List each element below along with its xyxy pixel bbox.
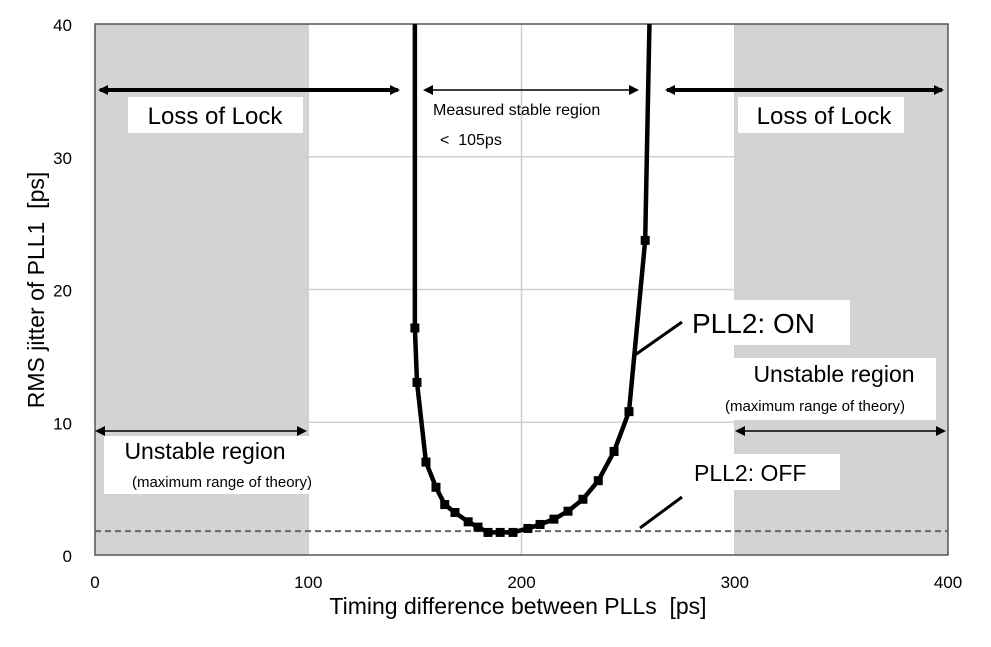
pll2-on-marker <box>421 457 431 467</box>
pll2-on-marker <box>593 476 603 486</box>
pll2-on-marker <box>640 235 650 245</box>
pll2-on-marker <box>412 377 422 387</box>
loss-right-box <box>738 97 904 133</box>
y-tick-label: 30 <box>53 149 72 168</box>
x-tick-label: 0 <box>90 573 99 592</box>
x-tick-label: 300 <box>721 573 749 592</box>
y-tick-label: 40 <box>53 16 72 35</box>
pll-on-leader <box>634 320 683 357</box>
unstable-left-box <box>104 436 340 494</box>
x-tick-label: 100 <box>294 573 322 592</box>
loss-right-label: Loss of Lock <box>757 103 893 130</box>
pll2-on-marker <box>549 514 559 524</box>
loss-left-box <box>128 97 303 133</box>
pll2-on-marker <box>450 508 460 518</box>
pll2-on-marker <box>495 527 505 537</box>
unstable-right-label: Unstable region <box>753 361 914 387</box>
pll2-on-marker <box>410 323 420 333</box>
loss-left-label: Loss of Lock <box>148 103 284 130</box>
x-axis-title: Timing difference between PLLs [ps] <box>329 593 706 619</box>
pll2-on-marker <box>431 482 441 492</box>
pll-on-box <box>685 300 850 345</box>
pll2-on-marker <box>624 407 634 417</box>
unstable-right-box <box>700 358 936 420</box>
pll-off-leader <box>639 495 683 530</box>
pll-off-label: PLL2: OFF <box>694 460 806 486</box>
pll2-on-marker <box>535 519 545 529</box>
pll-on-label: PLL2: ON <box>692 308 815 339</box>
plot-border <box>94 23 949 556</box>
pll2-on-marker <box>483 527 493 537</box>
pll2-on-marker <box>578 494 588 504</box>
pll2-on-marker <box>523 523 533 533</box>
x-tick-label: 200 <box>507 573 535 592</box>
pll2-on-marker <box>463 517 473 527</box>
pll2-on-marker <box>508 527 518 537</box>
y-tick-label: 20 <box>53 282 72 301</box>
unstable-left-sub: (maximum range of theory) <box>132 474 312 491</box>
pll-off-box <box>685 454 840 490</box>
y-tick-label: 0 <box>63 547 72 566</box>
pll2-on-marker <box>440 500 450 510</box>
pll2-on-marker <box>563 506 573 516</box>
y-tick-label: 10 <box>53 414 72 433</box>
pll2-on-marker <box>609 446 619 456</box>
unstable-right-sub: (maximum range of theory) <box>725 398 905 415</box>
stable-value: < 105ps <box>440 132 502 149</box>
pll2-on-marker <box>473 522 483 532</box>
x-tick-label: 400 <box>934 573 962 592</box>
pll2-on-line <box>412 23 652 535</box>
unstable-left-label: Unstable region <box>124 438 285 464</box>
y-axis-title: RMS jitter of PLL1 [ps] <box>23 172 49 408</box>
stable-label: Measured stable region <box>433 102 600 119</box>
